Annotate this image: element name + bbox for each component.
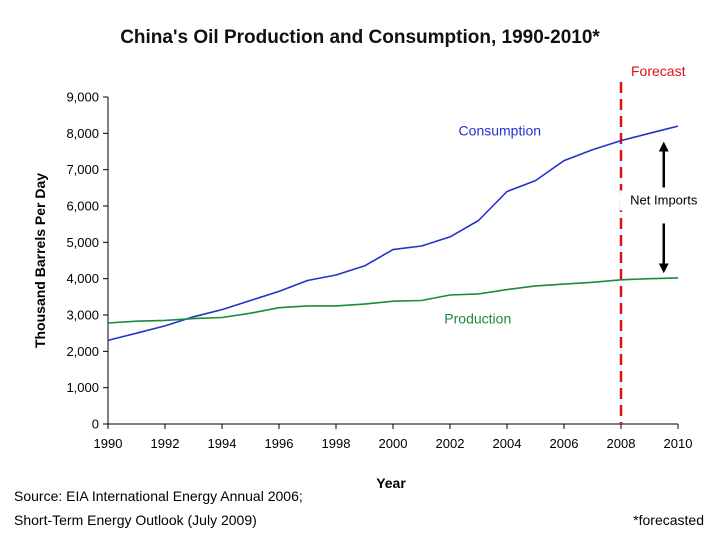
y-tick-label: 0: [92, 417, 99, 432]
source-note: Source: EIA International Energy Annual …: [14, 484, 303, 532]
x-tick-label: 2002: [436, 436, 465, 451]
y-tick-label: 7,000: [66, 162, 99, 177]
source-line-1: Source: EIA International Energy Annual …: [14, 488, 303, 504]
x-tick-label: 1996: [265, 436, 294, 451]
series-line-consumption: [107, 125, 679, 342]
x-tick-label: 1994: [208, 436, 237, 451]
y-tick-label: 8,000: [66, 126, 99, 141]
x-axis-ticks: 1990 1992 1994 1996 1998 2000 2002 2004 2006 2008…: [94, 424, 693, 451]
chart-title: China's Oil Production and Consumption, …: [120, 27, 600, 48]
y-tick-label: 2,000: [66, 344, 99, 359]
x-tick-label: 2010: [664, 436, 693, 451]
y-axis-ticks: 0 1,000 2,000 3,000 4,000 5,000 6,000 7,000 8,00…: [66, 90, 108, 432]
x-tick-label: 1992: [151, 436, 180, 451]
x-tick-label: 2004: [493, 436, 522, 451]
production-series-label: Production: [444, 310, 511, 326]
y-tick-label: 5,000: [66, 235, 99, 250]
y-tick-label: 3,000: [66, 308, 99, 323]
x-tick-label: 2000: [379, 436, 408, 451]
net-imports-label-bg: [619, 190, 708, 211]
net-imports-label: Net Imports: [630, 192, 698, 207]
series-line-production: [107, 277, 679, 324]
y-tick-label: 6,000: [66, 199, 99, 214]
consumption-series-label: Consumption: [459, 123, 542, 139]
series-lines: [107, 125, 679, 342]
forecast-label: Forecast: [631, 63, 686, 79]
forecast-footnote: *forecasted: [633, 512, 704, 528]
y-tick-label: 1,000: [66, 380, 99, 395]
x-tick-label: 1990: [94, 436, 123, 451]
x-tick-label: 1998: [322, 436, 351, 451]
y-tick-label: 4,000: [66, 271, 99, 286]
x-axis-label: Year: [376, 475, 406, 491]
y-tick-label: 9,000: [66, 90, 99, 105]
source-line-2: Short-Term Energy Outlook (July 2009): [14, 512, 257, 528]
y-axis-label: Thousand Barrels Per Day: [32, 173, 48, 348]
x-tick-label: 2008: [607, 436, 636, 451]
x-tick-label: 2006: [550, 436, 579, 451]
